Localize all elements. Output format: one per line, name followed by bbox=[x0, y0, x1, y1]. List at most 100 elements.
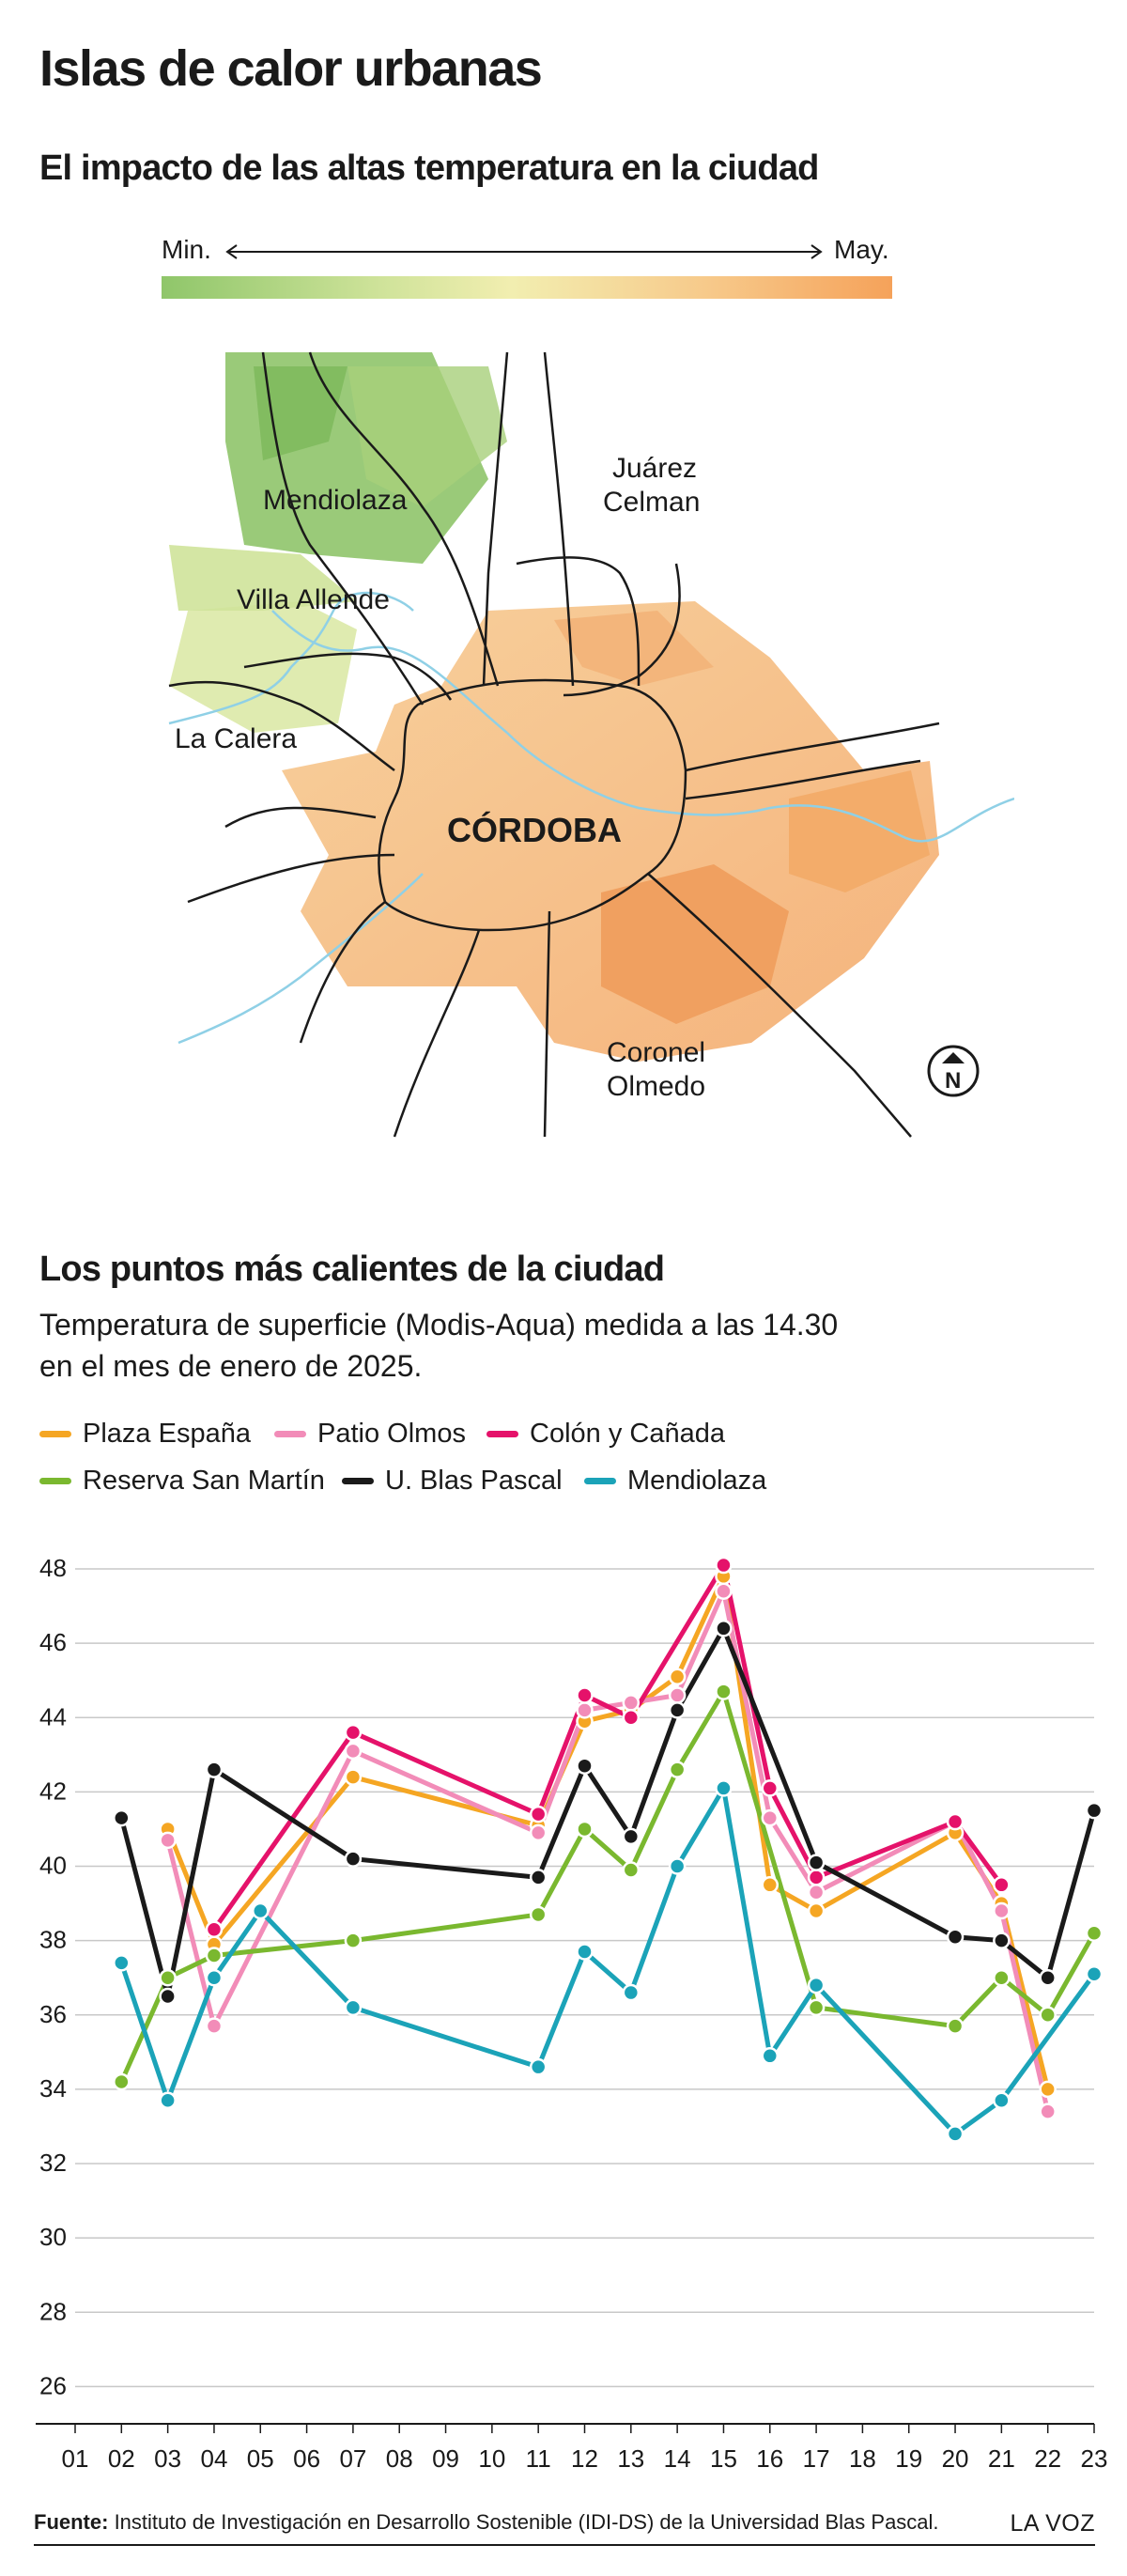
data-point bbox=[1085, 1965, 1104, 1983]
label-coronel-1: Coronel bbox=[607, 1037, 705, 1068]
data-point bbox=[993, 1901, 1011, 1920]
label-coronel-2: Olmedo bbox=[607, 1071, 705, 1102]
label-cordoba: CÓRDOBA bbox=[447, 810, 622, 849]
data-point bbox=[529, 1805, 548, 1823]
data-point bbox=[807, 1854, 826, 1871]
series-line bbox=[211, 1562, 1004, 1932]
data-point bbox=[668, 1857, 687, 1875]
data-point bbox=[344, 1850, 363, 1868]
data-point bbox=[576, 1757, 594, 1775]
data-point bbox=[205, 1761, 224, 1778]
legend-label-u-blas-pascal: U. Blas Pascal bbox=[385, 1466, 563, 1496]
x-tick-label: 02 bbox=[108, 2444, 135, 2471]
scale-min-label: Min. bbox=[162, 235, 211, 264]
data-point bbox=[1039, 2006, 1057, 2025]
series-line bbox=[165, 1574, 1051, 2092]
data-point bbox=[113, 2072, 131, 2091]
data-point bbox=[946, 2017, 965, 2035]
river-network bbox=[168, 591, 1014, 1045]
label-juarez-2: Celman bbox=[603, 487, 700, 518]
label-villa-allende: Villa Allende bbox=[237, 584, 390, 615]
x-tick-label: 18 bbox=[849, 2444, 876, 2471]
data-point bbox=[205, 1947, 224, 1964]
y-tick-label: 48 bbox=[39, 1554, 67, 1582]
data-point bbox=[807, 1998, 826, 2017]
x-tick-label: 01 bbox=[62, 2444, 89, 2471]
page-subtitle: El impacto de las altas temperatura en l… bbox=[39, 148, 819, 188]
x-tick-label: 20 bbox=[942, 2444, 969, 2471]
temperature-line-chart: 26 28 30 32 34 36 38 40 42 44 46 48 01 02 03 04 05 06 07 08… bbox=[36, 1554, 1108, 2471]
data-point bbox=[1039, 2080, 1057, 2099]
x-tick-label: 11 bbox=[526, 2444, 551, 2471]
legend-swatch-u-blas-pascal bbox=[342, 1478, 374, 1484]
data-point bbox=[1039, 1968, 1057, 1987]
x-tick-label: 22 bbox=[1034, 2444, 1061, 2471]
data-point bbox=[576, 1686, 594, 1704]
x-tick-label: 08 bbox=[386, 2444, 413, 2471]
road-network bbox=[168, 351, 940, 1138]
data-point bbox=[715, 1556, 733, 1575]
legend-item-reserva-san-martin: Reserva San Martín bbox=[39, 1466, 325, 1497]
data-point bbox=[159, 1987, 177, 2006]
data-point bbox=[622, 1827, 641, 1846]
legend-label-colon-canada: Colón y Cañada bbox=[530, 1419, 725, 1449]
data-point bbox=[807, 1883, 826, 1901]
x-tick-label: 03 bbox=[154, 2444, 181, 2471]
data-point bbox=[529, 2057, 548, 2076]
legend-swatch-colon-canada bbox=[486, 1431, 518, 1437]
data-point bbox=[946, 1928, 965, 1946]
legend-item-mendiolaza: Mendiolaza bbox=[584, 1466, 766, 1497]
data-point bbox=[159, 1831, 177, 1850]
legend-swatch-reserva-san-martin bbox=[39, 1478, 71, 1484]
legend-swatch-patio-olmos bbox=[274, 1431, 306, 1437]
data-point bbox=[529, 1823, 548, 1842]
legend-swatch-plaza-espana bbox=[39, 1431, 71, 1437]
data-point bbox=[344, 1742, 363, 1761]
legend-label-mendiolaza: Mendiolaza bbox=[627, 1466, 767, 1496]
data-point bbox=[1085, 1801, 1104, 1820]
y-tick-label: 30 bbox=[39, 2223, 67, 2251]
data-point bbox=[946, 2125, 965, 2143]
data-point bbox=[761, 1779, 780, 1797]
y-tick-label: 26 bbox=[39, 2371, 67, 2399]
x-tick-label: 07 bbox=[339, 2444, 366, 2471]
data-point bbox=[344, 1768, 363, 1786]
chart-description-line-1: Temperatura de superficie (Modis-Aqua) m… bbox=[39, 1308, 839, 1342]
data-point bbox=[715, 1683, 733, 1700]
y-tick-label: 46 bbox=[39, 1628, 67, 1656]
heat-map: Mendiolaza Villa Allende La Calera Juáre… bbox=[168, 351, 1014, 1138]
legend-item-patio-olmos: Patio Olmos bbox=[274, 1419, 466, 1450]
y-tick-label: 36 bbox=[39, 2000, 67, 2028]
footer-source: Fuente: Instituto de Investigación en De… bbox=[34, 2510, 1095, 2535]
y-tick-label: 28 bbox=[39, 2297, 67, 2325]
data-point bbox=[761, 2047, 780, 2065]
data-point bbox=[993, 1876, 1011, 1894]
data-point bbox=[159, 2091, 177, 2110]
legend-item-plaza-espana: Plaza España bbox=[39, 1419, 251, 1450]
north-label: N bbox=[945, 1068, 961, 1094]
data-point bbox=[205, 1920, 224, 1939]
x-tick-label: 23 bbox=[1081, 2444, 1108, 2471]
data-point bbox=[529, 1869, 548, 1886]
x-tick-label: 06 bbox=[293, 2444, 320, 2471]
legend-label-reserva-san-martin: Reserva San Martín bbox=[83, 1466, 325, 1496]
series-line bbox=[118, 1689, 1097, 2085]
map-place-labels: Mendiolaza Villa Allende La Calera Juáre… bbox=[175, 453, 705, 1102]
data-point bbox=[993, 2091, 1011, 2110]
legend-item-colon-canada: Colón y Cañada bbox=[486, 1419, 725, 1450]
footer-divider bbox=[34, 2544, 1095, 2546]
x-tick-label: 05 bbox=[247, 2444, 274, 2471]
data-point bbox=[668, 1686, 687, 1704]
data-point bbox=[576, 1701, 594, 1719]
data-point bbox=[205, 1968, 224, 1987]
label-juarez-1: Juárez bbox=[612, 453, 697, 484]
x-tick-label: 17 bbox=[803, 2444, 830, 2471]
data-point bbox=[576, 1820, 594, 1839]
data-point bbox=[113, 1954, 131, 1972]
data-point bbox=[807, 1976, 826, 1994]
data-point bbox=[993, 1968, 1011, 1987]
x-tick-label: 04 bbox=[200, 2444, 227, 2471]
y-tick-label: 34 bbox=[39, 2074, 67, 2103]
chart-section-title: Los puntos más calientes de la ciudad bbox=[39, 1249, 665, 1289]
scale-max-label: May. bbox=[834, 235, 889, 264]
